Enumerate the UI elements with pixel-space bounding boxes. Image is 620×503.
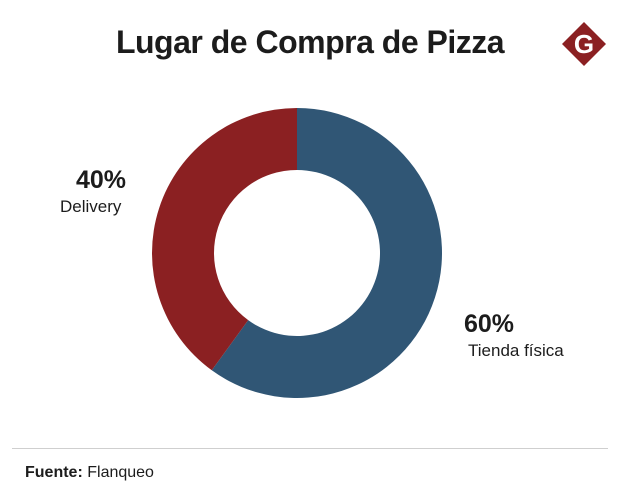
source-value: Flanqueo [87,464,154,481]
logo-diamond [562,22,606,66]
label-delivery-name: Delivery [60,197,122,216]
label-tienda-name: Tienda física [468,341,564,360]
label-tienda-percent: 60% [464,310,515,338]
donut-chart [151,108,442,398]
logo-letter: G [574,29,594,59]
chart-title: Lugar de Compra de Pizza [115,24,505,60]
donut-slice-tienda-fisica [211,108,442,398]
source-note: Fuente: Flanqueo [25,464,154,482]
label-delivery-percent: 40% [76,166,127,194]
donut-slice-delivery [151,108,297,371]
brand-logo-icon: G [562,22,606,66]
footer-divider [12,448,608,449]
source-label: Fuente: [25,464,83,481]
